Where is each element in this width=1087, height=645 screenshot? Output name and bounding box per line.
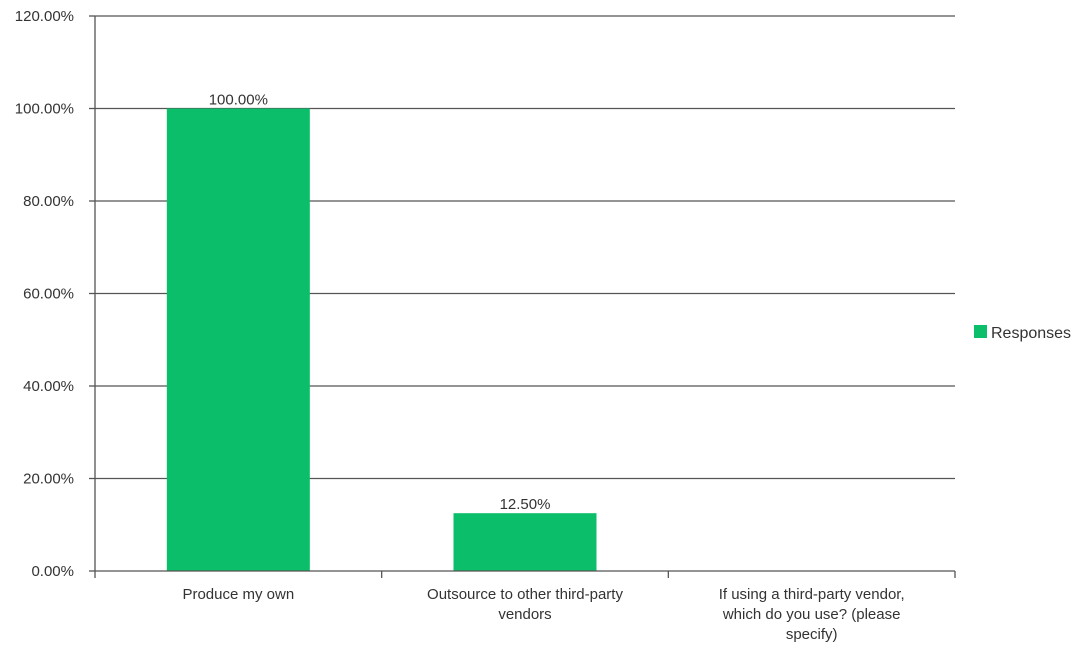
bars [166, 108, 597, 571]
y-tick-label: 20.00% [23, 471, 74, 488]
y-axis-ticks: 0.00% 20.00% 40.00% 60.00% 80.00% 100.00% 120.… [15, 8, 95, 580]
bar-value-label: 12.50% [500, 496, 551, 513]
x-category-label: vendors [498, 606, 551, 623]
x-category-label: specify) [786, 626, 838, 643]
bar-value-label: 100.00% [209, 92, 268, 109]
y-tick-label: 80.00% [23, 193, 74, 210]
x-category-label: Outsource to other third-party [427, 586, 623, 603]
y-tick-label: 60.00% [23, 286, 74, 303]
x-category-label: which do you use? (please [722, 606, 901, 623]
legend: Responses [974, 325, 1071, 342]
bar [166, 108, 310, 571]
y-tick-label: 120.00% [15, 8, 74, 25]
legend-swatch [974, 325, 987, 338]
data-labels: 100.00% 12.50% [209, 92, 551, 514]
y-tick-label: 0.00% [31, 563, 74, 580]
bar [453, 513, 597, 571]
x-category-label: Produce my own [182, 586, 294, 603]
legend-label: Responses [991, 325, 1071, 342]
x-category-label: If using a third-party vendor, [719, 586, 905, 603]
x-axis-categories: Produce my own Outsource to other third-p… [182, 586, 904, 643]
y-tick-label: 40.00% [23, 378, 74, 395]
axes [94, 16, 956, 578]
y-tick-label: 100.00% [15, 101, 74, 118]
